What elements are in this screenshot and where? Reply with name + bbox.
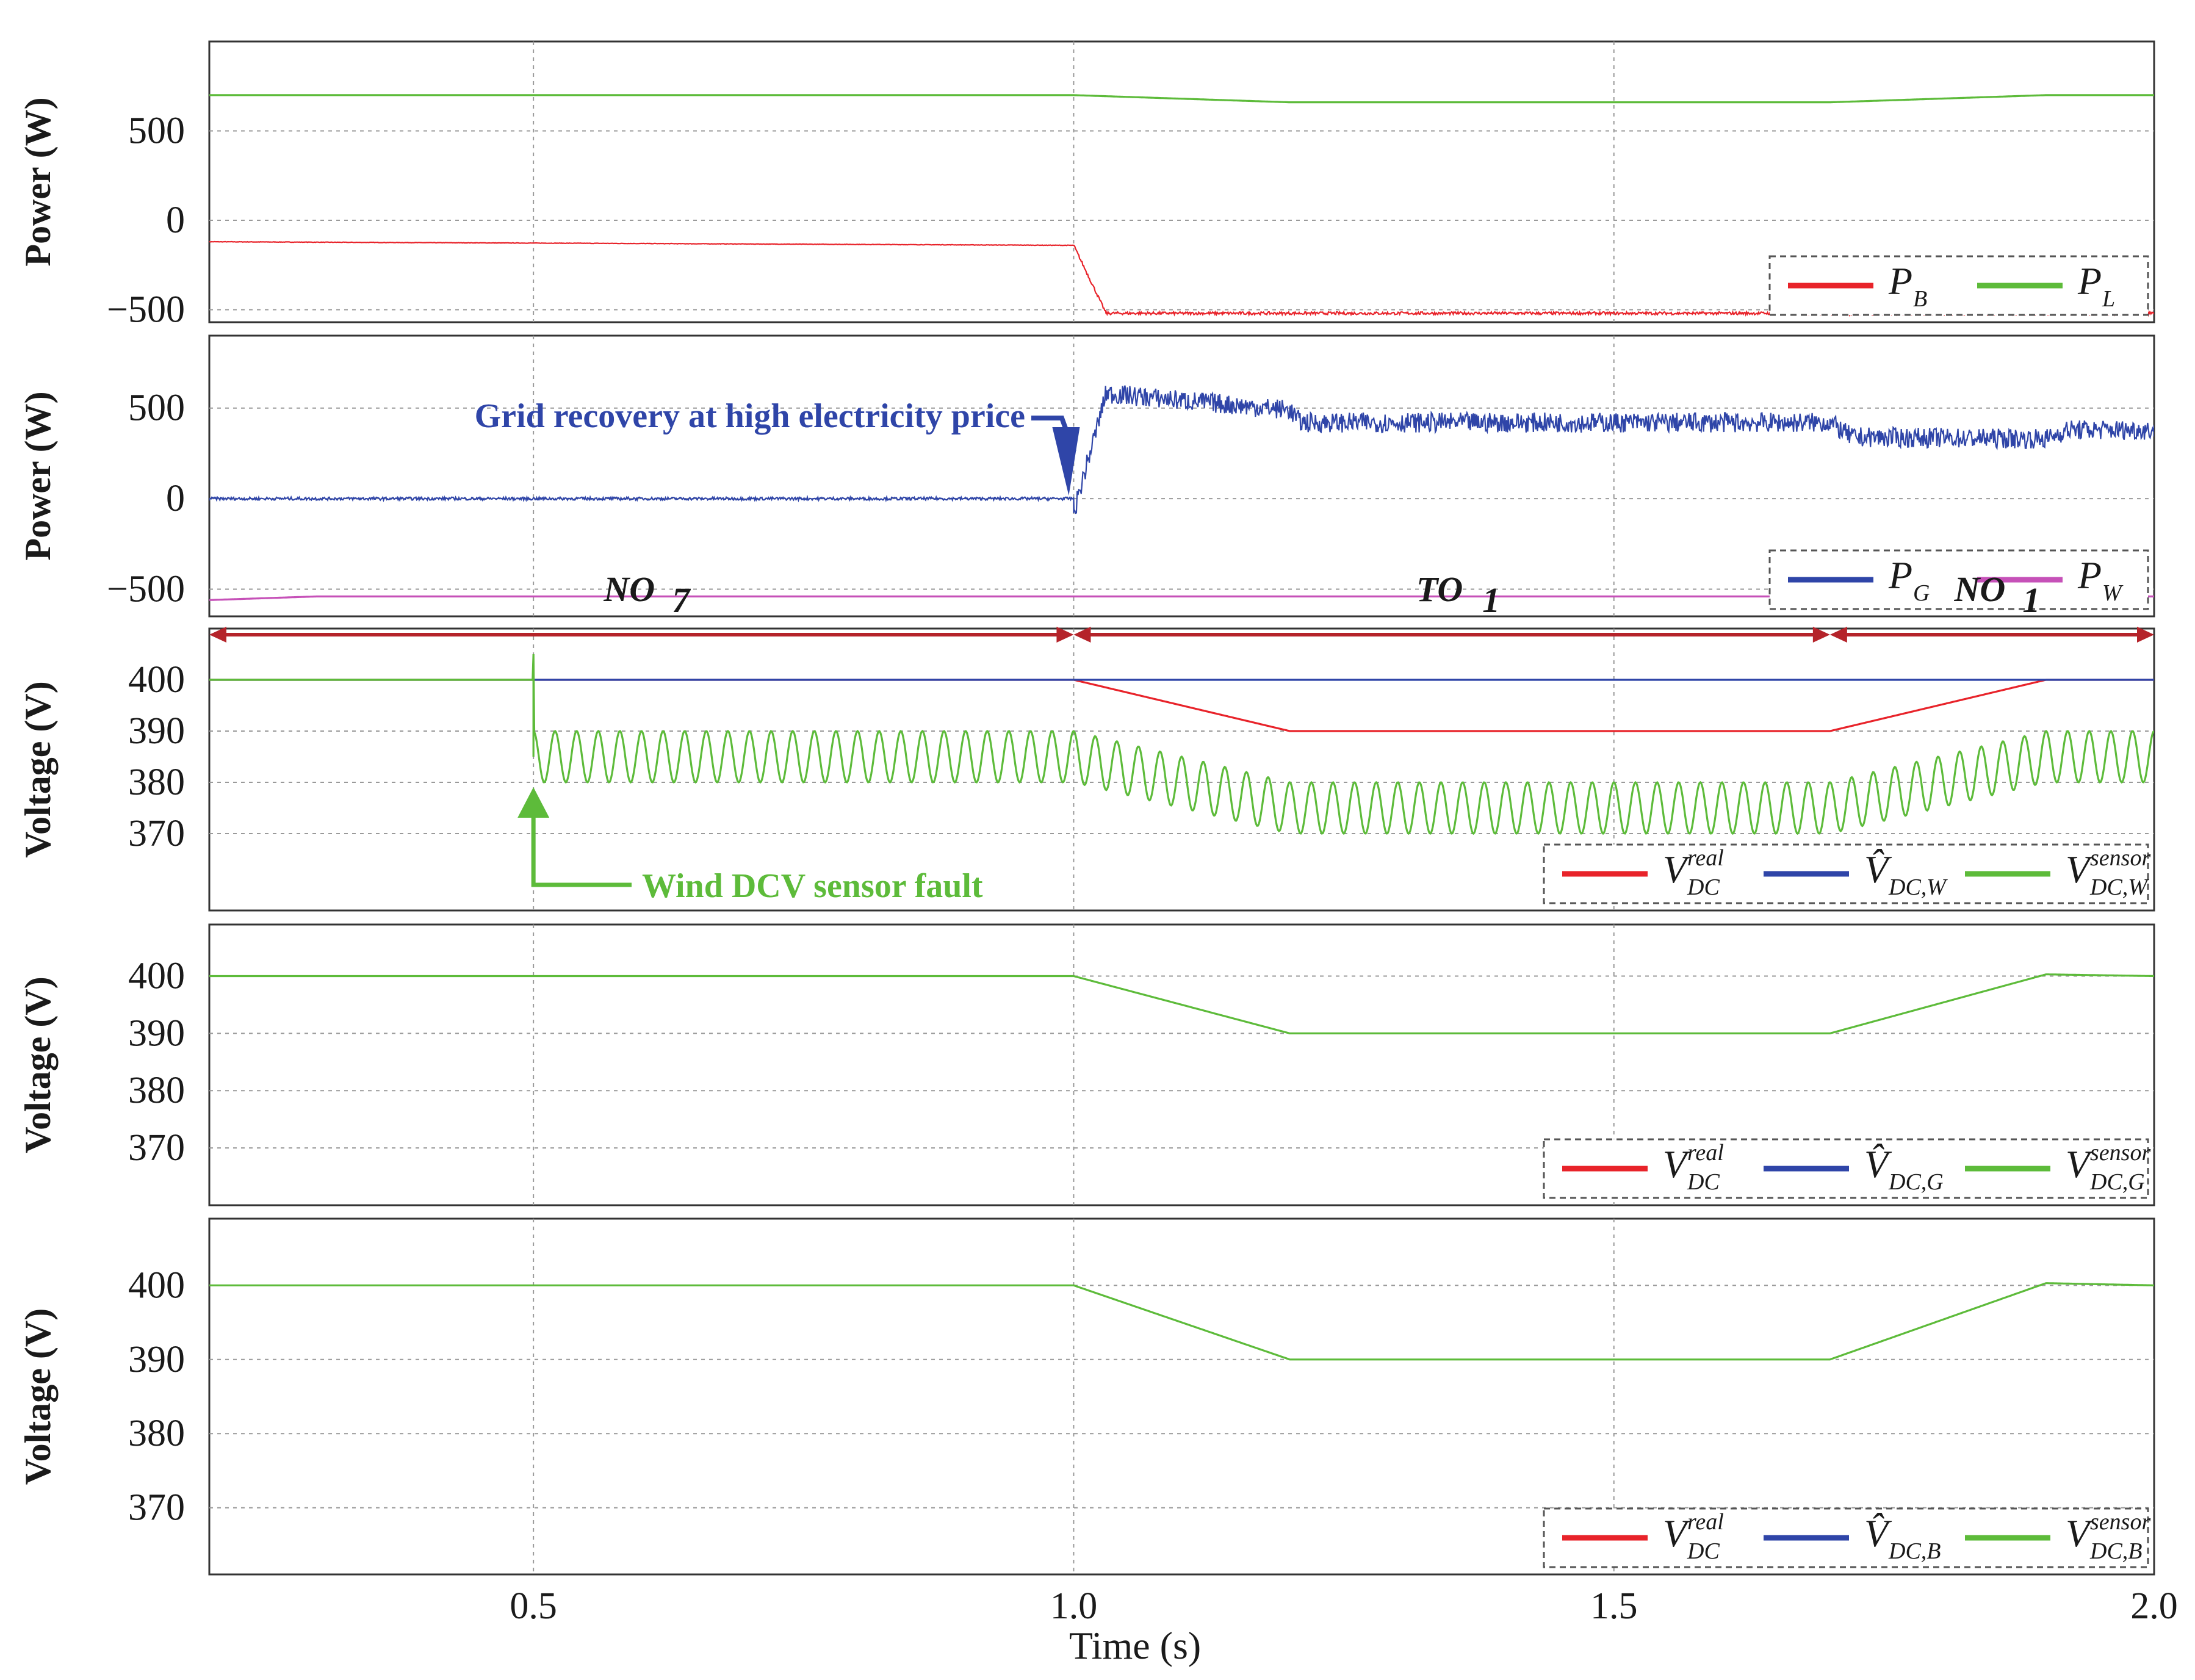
series-line-blue <box>209 385 2154 514</box>
series-line-green <box>209 94 2154 104</box>
mode-arrowhead <box>2137 627 2154 643</box>
legend-subscript: G <box>1913 580 1930 606</box>
y-tick-label: 380 <box>128 1413 185 1454</box>
legend-symbol: V̂ <box>1864 848 1892 891</box>
y-tick-label: 400 <box>128 955 185 997</box>
legend-symbol: V <box>1663 848 1691 891</box>
y-tick-label: 500 <box>128 388 185 429</box>
mode-arrowhead <box>209 627 226 643</box>
annotation-sensor-fault: Wind DCV sensor fault <box>642 867 983 905</box>
x-axis: 0.5 1.0 1.5 2.0 Time (s) <box>510 1585 2177 1667</box>
legend-superscript: real <box>1687 845 1724 871</box>
legend-subscript: L <box>2102 286 2115 312</box>
mode-subscript: 1 <box>2022 580 2040 620</box>
mode-arrowhead <box>1056 627 1074 643</box>
legend-symbol: P <box>1888 259 1912 303</box>
y-tick-label: 380 <box>128 762 185 803</box>
y-tick-label: −500 <box>107 568 185 610</box>
legend-subscript: DC,B <box>2089 1538 2143 1564</box>
y-axis-label: Voltage (V) <box>18 1308 58 1485</box>
x-tick-label: 1.5 <box>1590 1585 1638 1627</box>
annotation-grid-recovery: Grid recovery at high electricity price <box>475 397 1025 435</box>
legend-superscript: sensor <box>2090 845 2150 871</box>
x-axis-label: Time (s) <box>1069 1624 1201 1667</box>
legend-symbol: V <box>1663 1512 1691 1555</box>
y-tick-label: 500 <box>128 110 185 151</box>
y-axis-label: Power (W) <box>18 391 58 560</box>
y-tick-label: 370 <box>128 1487 185 1529</box>
y-tick-label: 0 <box>166 200 185 241</box>
x-tick-label: 2.0 <box>2130 1585 2178 1627</box>
legend-subscript: DC <box>1687 1538 1720 1564</box>
mode-label: NO <box>1954 569 2006 609</box>
series-line-green <box>209 654 2154 835</box>
mode-label: NO <box>603 569 655 609</box>
legend-superscript: real <box>1687 1140 1724 1166</box>
legend-symbol: V <box>2066 1512 2094 1555</box>
series-line-green <box>209 973 2154 1034</box>
legend-subscript: DC,G <box>2089 1169 2145 1195</box>
legend-symbol: P <box>2077 259 2102 303</box>
y-tick-label: 390 <box>128 1339 185 1380</box>
mode-band: NO 7 TO 1 NO 1 <box>209 569 2154 643</box>
annotation-leader <box>531 815 632 887</box>
annotation-arrowhead <box>517 787 550 818</box>
legend-symbol: P <box>2077 553 2102 597</box>
y-tick-label: 0 <box>166 478 185 519</box>
mode-subscript: 7 <box>672 580 691 620</box>
legend-superscript: real <box>1687 1509 1724 1535</box>
y-tick-label: 390 <box>128 710 185 752</box>
y-tick-label: 370 <box>128 1127 185 1169</box>
y-tick-label: 370 <box>128 813 185 854</box>
legend-symbol: V <box>1663 1142 1691 1186</box>
series-line-green <box>209 1282 2154 1361</box>
legend-subscript: DC,G <box>1888 1169 1944 1195</box>
y-axis-label: Power (W) <box>18 97 58 266</box>
legend-subscript: DC,W <box>1888 874 1948 900</box>
x-tick-label: 1.0 <box>1050 1585 1098 1627</box>
legend-symbol: V <box>2066 1142 2094 1186</box>
legend-superscript: sensor <box>2090 1140 2150 1166</box>
legend-subscript: DC <box>1687 1169 1720 1195</box>
mode-label: TO <box>1416 569 1463 609</box>
mode-subscript: 1 <box>1482 580 1500 620</box>
y-tick-label: 380 <box>128 1070 185 1111</box>
y-axis-label: Voltage (V) <box>18 681 58 857</box>
legend-symbol: V <box>2066 848 2094 891</box>
legend-superscript: sensor <box>2090 1509 2150 1535</box>
legend-symbol: P <box>1888 553 1912 597</box>
x-tick-label: 0.5 <box>510 1585 557 1627</box>
mode-arrowhead <box>1073 627 1091 643</box>
y-tick-label: 390 <box>128 1012 185 1054</box>
legend-subscript: B <box>1913 286 1927 312</box>
legend-subscript: DC <box>1687 874 1720 900</box>
annotation-arrowhead <box>1052 427 1080 496</box>
y-tick-label: 400 <box>128 659 185 701</box>
y-tick-label: 400 <box>128 1264 185 1306</box>
y-tick-label: −500 <box>107 289 185 330</box>
legend-symbol: V̂ <box>1864 1142 1892 1186</box>
legend-subscript: DC,W <box>2089 874 2149 900</box>
y-axis-label: Voltage (V) <box>18 976 58 1153</box>
mode-arrowhead <box>1829 627 1847 643</box>
legend-symbol: V̂ <box>1864 1512 1892 1555</box>
legend-subscript: DC,B <box>1888 1538 1941 1564</box>
mode-arrowhead <box>1812 627 1830 643</box>
legend-subscript: W <box>2102 580 2124 606</box>
